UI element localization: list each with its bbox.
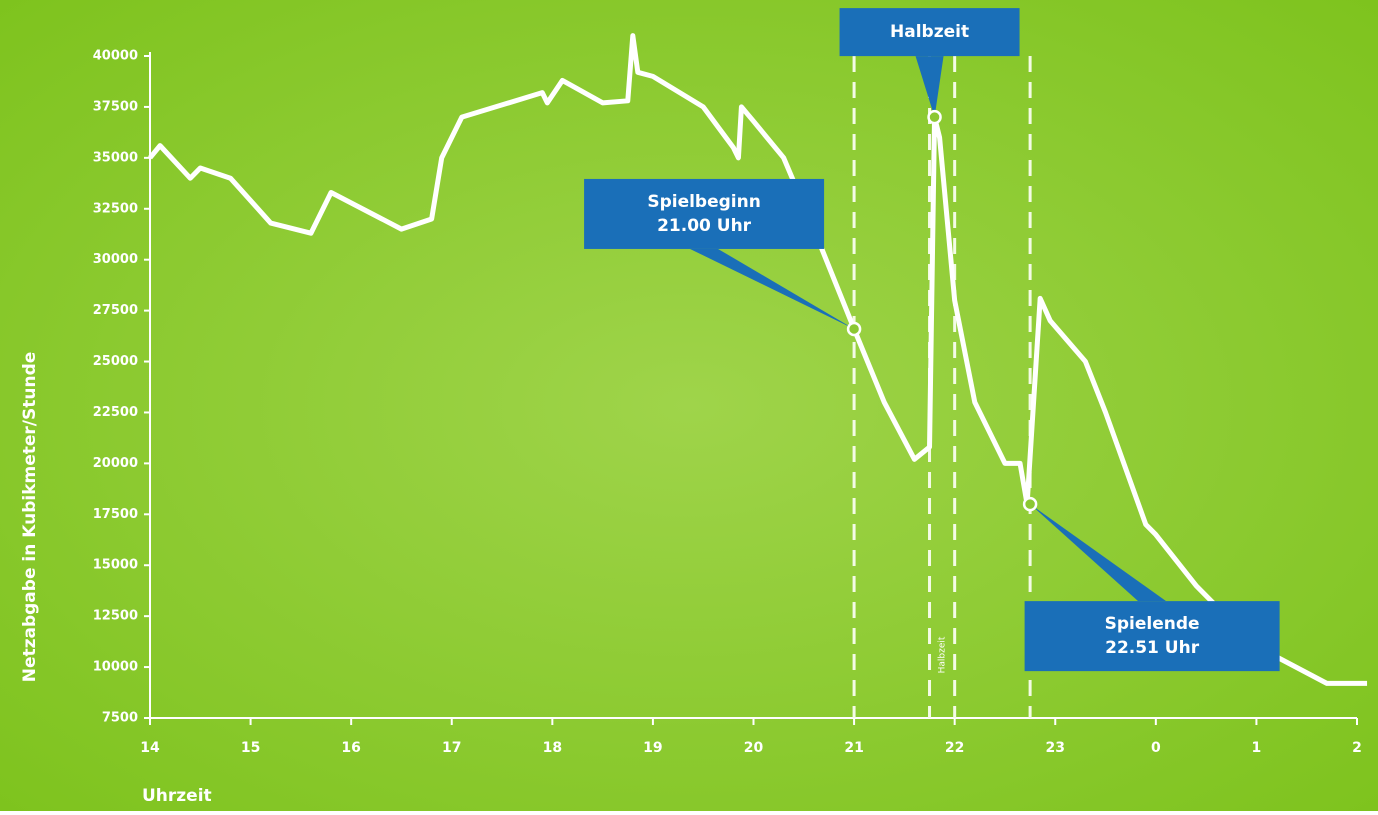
callout-text: Halbzeit — [890, 22, 969, 42]
data-line — [148, 33, 1368, 686]
x-tick-label: 0 — [1151, 740, 1161, 756]
x-tick-label: 20 — [744, 740, 764, 756]
callout-text: 21.00 Uhr — [657, 216, 752, 236]
callout-pointer — [690, 248, 855, 329]
callout-text: Spielbeginn — [647, 192, 761, 212]
y-tick-label: 7500 — [102, 711, 138, 726]
y-tick-label: 12500 — [93, 609, 138, 624]
callout-box — [839, 8, 1020, 57]
x-tick-label: 2 — [1352, 740, 1362, 756]
y-tick-label: 30000 — [93, 252, 138, 267]
event-point — [846, 321, 862, 337]
y-tick-label: 10000 — [93, 660, 138, 675]
x-tick-label: 15 — [241, 740, 260, 756]
y-tick-label: 27500 — [93, 303, 138, 318]
x-tick-label: 19 — [643, 740, 662, 756]
callout-text: Spielende — [1105, 614, 1200, 634]
y-tick-label: 17500 — [93, 507, 138, 522]
x-tick-label: 14 — [140, 740, 160, 756]
callout-pointer — [915, 56, 944, 118]
x-tick-label: 21 — [844, 740, 863, 756]
callout-text: 22.51 Uhr — [1105, 638, 1200, 658]
event-point — [927, 109, 942, 125]
event-point — [1022, 496, 1038, 512]
x-tick-label: 22 — [945, 740, 964, 756]
y-axis-label: Netzabgabe in Kubikmeter/Stunde — [20, 352, 40, 683]
x-tick-label: 18 — [543, 740, 562, 756]
callout-box — [584, 178, 825, 249]
y-tick-label: 25000 — [93, 354, 138, 369]
vertical-note: Halbzeit — [938, 636, 948, 673]
y-tick-label: 35000 — [93, 150, 138, 165]
y-tick-label: 32500 — [93, 201, 138, 216]
x-tick-label: 1 — [1252, 740, 1262, 756]
callout-box — [1024, 601, 1280, 672]
y-tick-label: 37500 — [93, 99, 138, 114]
x-tick-label: 23 — [1046, 740, 1065, 756]
y-tick-label: 22500 — [93, 405, 138, 420]
x-axis-label: Uhrzeit — [142, 786, 212, 806]
x-tick-label: 16 — [341, 740, 360, 756]
y-tick-label: 40000 — [93, 49, 138, 64]
y-tick-label: 15000 — [93, 558, 138, 573]
callout-pointer — [1030, 504, 1167, 602]
x-tick-label: 17 — [442, 740, 461, 756]
y-tick-label: 20000 — [93, 456, 138, 471]
